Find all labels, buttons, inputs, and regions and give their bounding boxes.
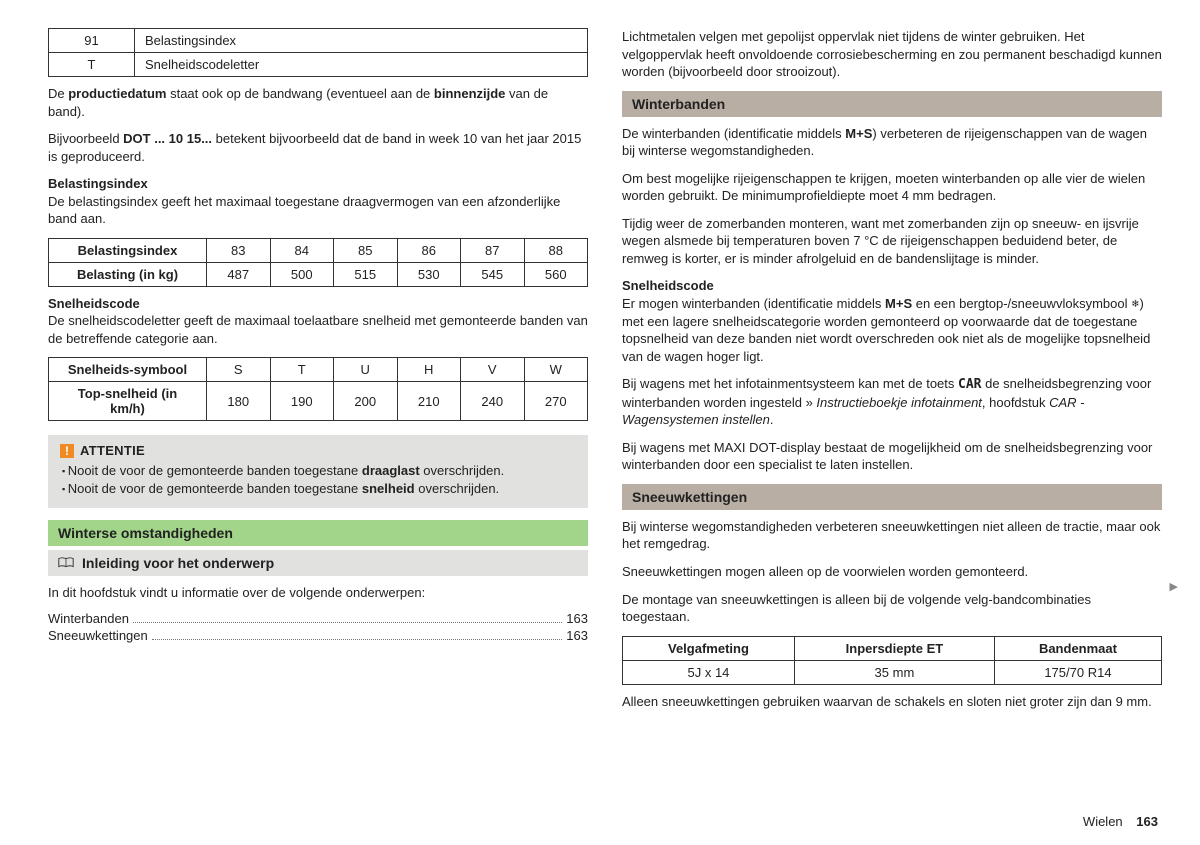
body-text: Bij wagens met het infotainmentsysteem k… xyxy=(622,375,1162,429)
table-header: Velgafmeting xyxy=(623,636,795,660)
body-text: Bijvoorbeeld DOT ... 10 15... betekent b… xyxy=(48,130,588,165)
toc-dots xyxy=(152,639,563,640)
table-header: Bandenmaat xyxy=(994,636,1161,660)
toc-label: Sneeuwkettingen xyxy=(48,628,148,643)
rim-combination-table: Velgafmeting Inpersdiepte ET Bandenmaat … xyxy=(622,636,1162,685)
toc-page: 163 xyxy=(566,628,588,643)
attention-item: Nooit de voor de gemonteerde banden toeg… xyxy=(62,480,576,498)
body-text: Lichtmetalen velgen met gepolijst opperv… xyxy=(622,28,1162,81)
def-code: T xyxy=(49,53,135,77)
snowflake-icon: ❄ xyxy=(1131,299,1139,310)
body-text: Tijdig weer de zomerbanden monteren, wan… xyxy=(622,215,1162,268)
body-text: Er mogen winterbanden (identificatie mid… xyxy=(622,295,1162,365)
section-header-grey: Inleiding voor het onderwerp xyxy=(48,550,588,576)
attention-title: ATTENTIE xyxy=(80,443,145,458)
page-footer: Wielen 163 xyxy=(1083,814,1158,829)
toc-page: 163 xyxy=(566,611,588,626)
body-text: De belastingsindex geeft het maximaal to… xyxy=(48,193,588,228)
definition-table: 91Belastingsindex TSnelheidscodeletter xyxy=(48,28,588,77)
table-cell: 5J x 14 xyxy=(623,660,795,684)
body-text: Bij winterse wegomstandigheden verbetere… xyxy=(622,518,1162,553)
table-header: Inpersdiepte ET xyxy=(794,636,994,660)
row-label: Top-snelheid (in km/h) xyxy=(49,382,207,421)
table-cell: 35 mm xyxy=(794,660,994,684)
body-text: Sneeuwkettingen mogen alleen op de voorw… xyxy=(622,563,1162,581)
attention-item: Nooit de voor de gemonteerde banden toeg… xyxy=(62,462,576,480)
toc-row: Winterbanden 163 xyxy=(48,611,588,626)
section-header-brown: Sneeuwkettingen xyxy=(622,484,1162,510)
body-text: De montage van sneeuwkettingen is alleen… xyxy=(622,591,1162,626)
page-number: 163 xyxy=(1136,814,1158,829)
right-column: Lichtmetalen velgen met gepolijst opperv… xyxy=(622,28,1162,829)
toc-label: Winterbanden xyxy=(48,611,129,626)
body-text: Alleen sneeuwkettingen gebruiken waarvan… xyxy=(622,693,1162,711)
continuation-indicator-icon: ▶ xyxy=(1170,580,1178,593)
load-index-table: Belastingsindex 838485868788 Belasting (… xyxy=(48,238,588,287)
section-header-brown: Winterbanden xyxy=(622,91,1162,117)
warning-icon: ! xyxy=(60,444,74,458)
left-column: 91Belastingsindex TSnelheidscodeletter D… xyxy=(48,28,588,829)
subheading-load: Belastingsindex xyxy=(48,175,588,193)
body-text: Bij wagens met MAXI DOT-display bestaat … xyxy=(622,439,1162,474)
def-label: Snelheidscodeletter xyxy=(135,53,588,77)
section-header-green: Winterse omstandigheden xyxy=(48,520,588,546)
subheading-speed: Snelheidscode xyxy=(48,295,588,313)
body-text: Om best mogelijke rijeigenschappen te kr… xyxy=(622,170,1162,205)
body-text: De snelheidscodeletter geeft de maximaal… xyxy=(48,312,588,347)
body-text: De productiedatum staat ook op de bandwa… xyxy=(48,85,588,120)
row-label: Belastingsindex xyxy=(49,238,207,262)
subheading-speed: Snelheidscode xyxy=(622,277,1162,295)
def-label: Belastingsindex xyxy=(135,29,588,53)
body-text: De winterbanden (identificatie middels M… xyxy=(622,125,1162,160)
chapter-name: Wielen xyxy=(1083,814,1123,829)
toc-row: Sneeuwkettingen 163 xyxy=(48,628,588,643)
toc-dots xyxy=(133,622,562,623)
row-label: Snelheids-symbool xyxy=(49,358,207,382)
attention-box: ! ATTENTIE Nooit de voor de gemonteerde … xyxy=(48,435,588,507)
section-header-label: Inleiding voor het onderwerp xyxy=(82,555,274,571)
def-code: 91 xyxy=(49,29,135,53)
table-cell: 175/70 R14 xyxy=(994,660,1161,684)
speed-code-table: Snelheids-symbool STUHVW Top-snelheid (i… xyxy=(48,357,588,421)
book-icon xyxy=(58,557,74,569)
body-text: In dit hoofdstuk vindt u informatie over… xyxy=(48,584,588,602)
row-label: Belasting (in kg) xyxy=(49,262,207,286)
